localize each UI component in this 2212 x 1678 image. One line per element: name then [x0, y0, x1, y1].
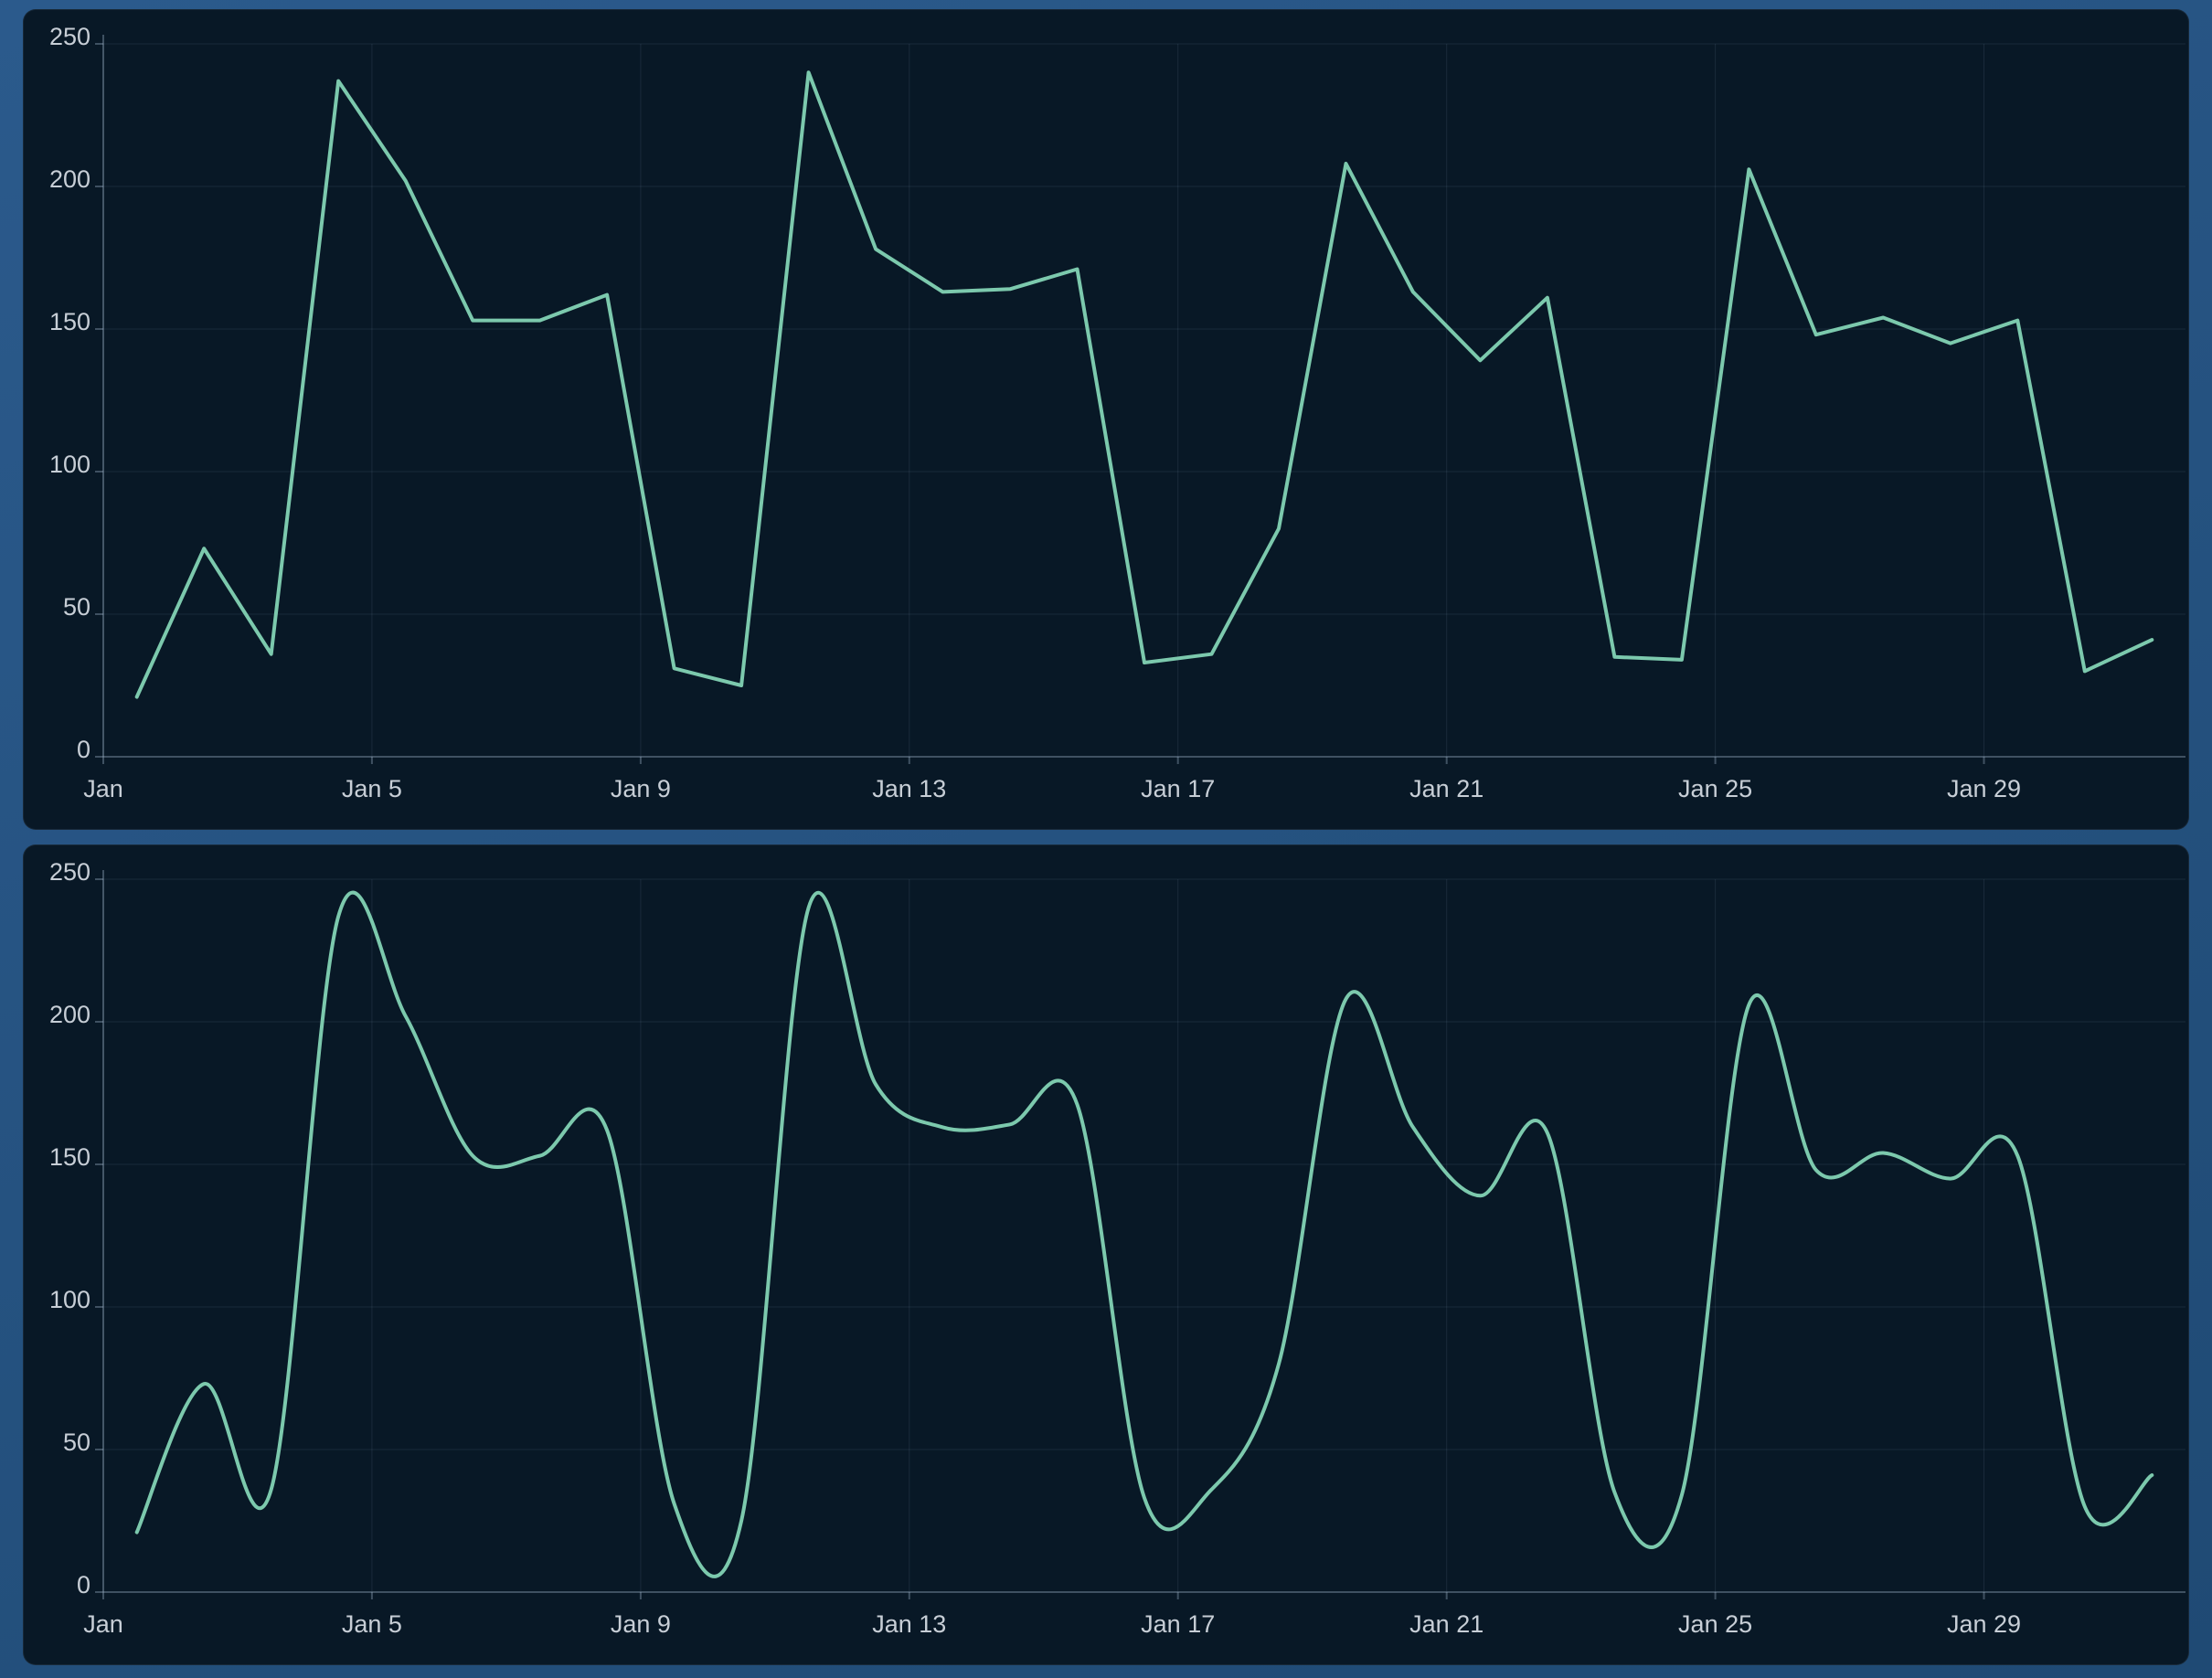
y-tick-label: 0 [77, 1571, 90, 1598]
y-tick-label: 200 [49, 165, 90, 193]
x-tick-label: Jan 9 [611, 1610, 671, 1638]
y-tick-label: 100 [49, 1286, 90, 1313]
chart-panel-bottom: Jan Jan 5 Jan 9 Jan 13 Jan 17 Jan 21 Jan 25 Jan… [23, 844, 2189, 1665]
y-tick-label: 100 [49, 451, 90, 478]
x-tick-label: Jan [83, 775, 123, 802]
chart-panel-top: Jan Jan 5 Jan 9 Jan 13 Jan 17 Jan 21 Jan 25 Jan… [23, 9, 2189, 830]
x-tick-label: Jan 17 [1141, 1610, 1215, 1638]
y-tick-label: 150 [49, 308, 90, 335]
x-tick-label: Jan 21 [1409, 775, 1484, 802]
y-tick-label: 0 [77, 736, 90, 763]
x-tick-label: Jan 17 [1141, 775, 1215, 802]
y-tick-label: 250 [49, 23, 90, 50]
x-tick-label: Jan 13 [872, 775, 946, 802]
y-tick-label: 50 [63, 593, 90, 621]
x-tick-label: Jan 25 [1678, 1610, 1752, 1638]
series-line [134, 890, 2154, 1578]
y-tick-label: 200 [49, 1001, 90, 1028]
y-tick-label: 50 [63, 1428, 90, 1456]
y-tick-label: 150 [49, 1143, 90, 1171]
x-tick-label: Jan 13 [872, 1610, 946, 1638]
x-tick-label: Jan 5 [342, 775, 402, 802]
line-chart-smooth: Jan Jan 5 Jan 9 Jan 13 Jan 17 Jan 21 Jan 25 Jan… [49, 858, 2185, 1638]
x-tick-label: Jan 25 [1678, 775, 1752, 802]
y-tick-label: 250 [49, 858, 90, 886]
line-chart-linear: Jan Jan 5 Jan 9 Jan 13 Jan 17 Jan 21 Jan 25 Jan… [49, 23, 2185, 802]
x-tick-label: Jan 29 [1947, 1610, 2021, 1638]
x-tick-label: Jan 5 [342, 1610, 402, 1638]
x-tick-label: Jan 9 [611, 775, 671, 802]
series-line [134, 70, 2154, 699]
x-tick-label: Jan [83, 1610, 123, 1638]
x-tick-label: Jan 29 [1947, 775, 2021, 802]
x-tick-label: Jan 21 [1409, 1610, 1484, 1638]
